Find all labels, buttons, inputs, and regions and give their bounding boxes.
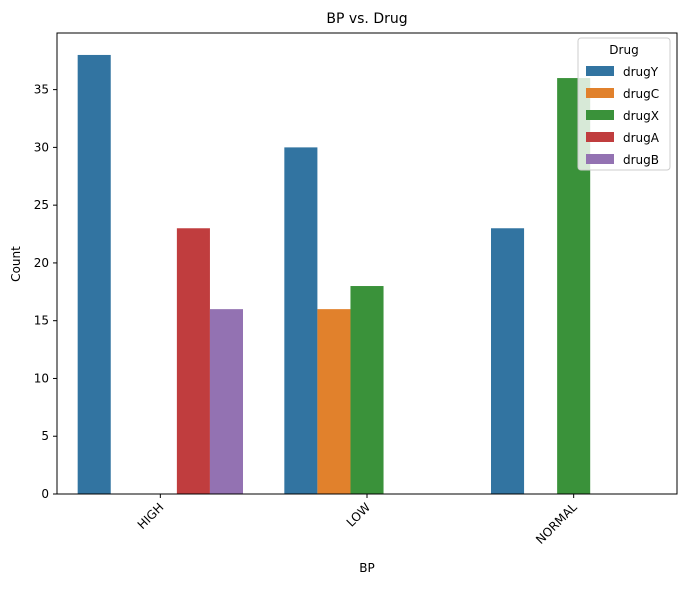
bar-drugY-normal xyxy=(491,228,525,494)
x-axis-title: BP xyxy=(359,561,374,575)
y-tick-label: 10 xyxy=(34,371,49,385)
legend-swatch-drugB xyxy=(586,154,614,164)
y-tick-label: 35 xyxy=(34,83,49,97)
x-tick-label-normal: NORMAL xyxy=(533,500,580,547)
y-tick-label: 20 xyxy=(34,256,49,270)
y-tick-label: 0 xyxy=(41,487,49,501)
bar-drugY-low xyxy=(284,147,318,494)
y-tick-label: 15 xyxy=(34,314,49,328)
legend-swatch-drugC xyxy=(586,88,614,98)
legend-box xyxy=(577,37,671,171)
bar-drugY-high xyxy=(77,54,111,494)
legend-label-drugC: drugC xyxy=(623,87,659,101)
x-tick-label-high: HIGH xyxy=(135,500,167,532)
bar-drugX-low xyxy=(350,286,384,494)
legend-swatch-drugA xyxy=(586,132,614,142)
y-axis-title: Count xyxy=(9,246,23,282)
legend-label-drugA: drugA xyxy=(623,131,660,145)
chart-title: BP vs. Drug xyxy=(326,11,407,27)
legend-swatch-drugX xyxy=(586,110,614,120)
y-tick-label: 25 xyxy=(34,198,49,212)
bar-drugB-high xyxy=(209,309,243,494)
x-tick-label-low: LOW xyxy=(344,500,373,529)
y-tick-label: 30 xyxy=(34,140,49,154)
legend-title: Drug xyxy=(609,43,638,57)
bar-drugC-low xyxy=(317,309,351,494)
legend-swatch-drugY xyxy=(586,66,614,76)
y-tick-label: 5 xyxy=(41,429,49,443)
bars-layer xyxy=(77,54,591,494)
legend-label-drugB: drugB xyxy=(623,153,659,167)
legend-label-drugY: drugY xyxy=(623,65,659,79)
legend: Drug drugY drugC drugX drugA drugB xyxy=(577,37,671,171)
bar-drugA-high xyxy=(176,228,210,494)
legend-label-drugX: drugX xyxy=(623,109,659,123)
